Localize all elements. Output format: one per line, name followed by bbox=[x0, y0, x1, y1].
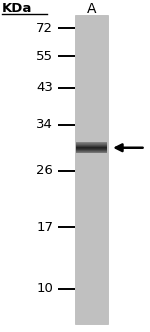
Bar bbox=[76, 145, 107, 146]
Text: 26: 26 bbox=[36, 164, 53, 178]
Bar bbox=[76, 152, 107, 153]
Bar bbox=[76, 150, 107, 151]
Bar bbox=[76, 142, 107, 143]
Bar bbox=[76, 149, 107, 150]
Text: 34: 34 bbox=[36, 118, 53, 131]
Bar bbox=[76, 143, 107, 144]
Bar bbox=[76, 147, 107, 148]
Text: KDa: KDa bbox=[2, 2, 32, 15]
Bar bbox=[76, 148, 107, 149]
Bar bbox=[76, 151, 107, 152]
Text: 17: 17 bbox=[36, 221, 53, 234]
Bar bbox=[76, 149, 107, 150]
Bar bbox=[75, 15, 108, 324]
Text: 72: 72 bbox=[36, 22, 53, 35]
Bar bbox=[76, 144, 107, 145]
Text: 55: 55 bbox=[36, 50, 53, 63]
Bar bbox=[76, 147, 107, 148]
Bar bbox=[76, 146, 107, 147]
Text: A: A bbox=[87, 2, 96, 16]
Bar bbox=[76, 146, 107, 147]
Text: 10: 10 bbox=[36, 282, 53, 295]
Bar bbox=[76, 148, 107, 149]
Bar bbox=[76, 151, 107, 152]
Bar bbox=[76, 152, 107, 153]
Bar bbox=[76, 143, 107, 144]
Bar bbox=[76, 144, 107, 145]
Bar bbox=[76, 145, 107, 146]
Text: 43: 43 bbox=[36, 81, 53, 95]
